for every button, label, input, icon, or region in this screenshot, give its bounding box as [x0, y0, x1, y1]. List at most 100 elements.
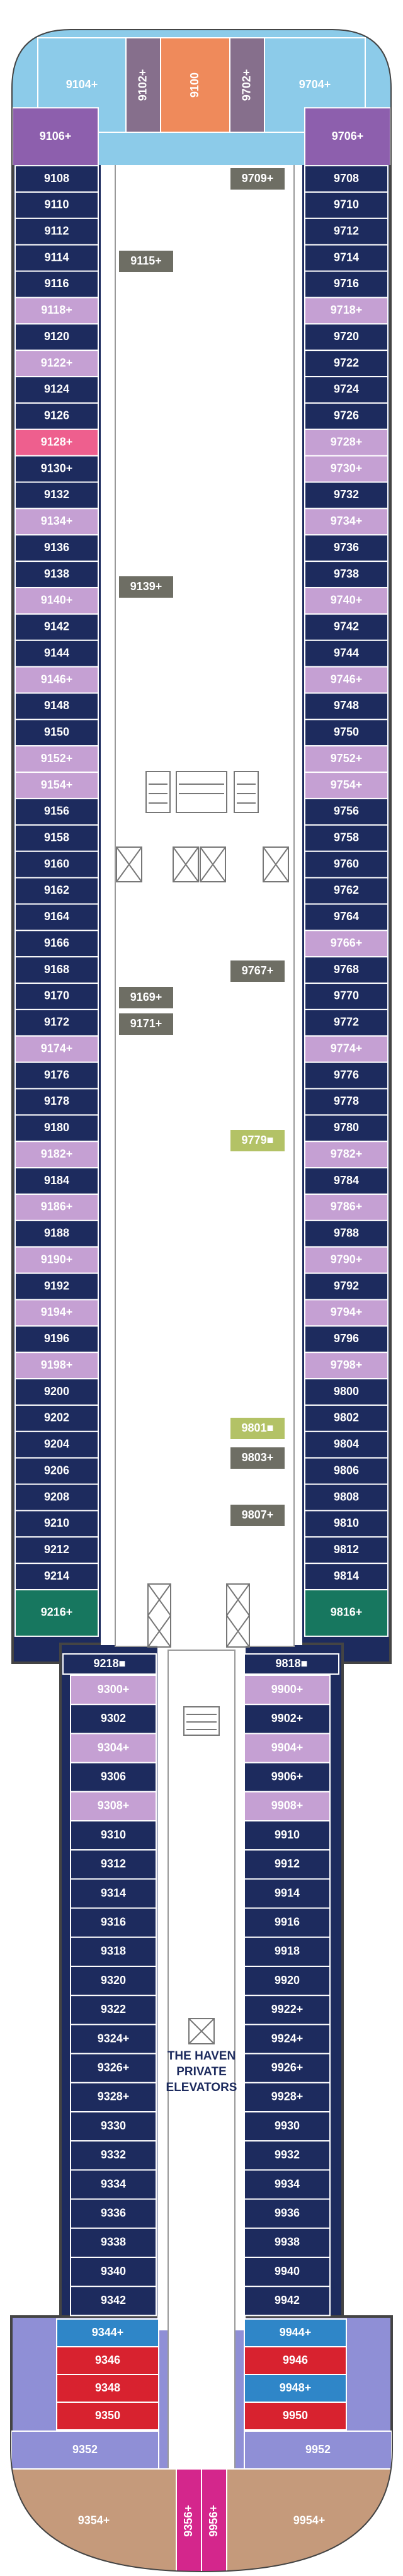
cabin	[118, 1012, 174, 1036]
cabin-label: 9724	[334, 383, 359, 396]
cabin	[14, 850, 99, 879]
cabin-label: 9916	[275, 1915, 300, 1928]
cabin-label: 9100	[188, 72, 201, 98]
cabin	[14, 1483, 99, 1512]
cabin-label: 9326+	[98, 2061, 130, 2073]
cabin-label: 9106+	[40, 130, 72, 142]
cabin-label: 9730+	[331, 462, 363, 474]
cabin-label: 9208	[44, 1490, 69, 1503]
bow-suites: 9104+ 9102+ 9100 9702+ 9704+ 9106+ 9706+	[13, 30, 390, 165]
cabin	[304, 107, 390, 165]
cabin	[304, 1589, 389, 1637]
cabin	[14, 586, 99, 615]
cabin-label: 9108	[44, 172, 69, 185]
cabin	[229, 167, 286, 191]
cabin	[304, 1352, 389, 1380]
cabin-label: 9952	[305, 2443, 331, 2456]
haven-line: ELEVATORS	[166, 2081, 237, 2094]
cabin-label: 9818■	[276, 1657, 308, 1670]
cabin	[70, 2257, 157, 2288]
cabin-label: 9118+	[41, 304, 72, 316]
cabin-label: 9320	[101, 1974, 126, 1986]
cabin	[304, 930, 389, 958]
cabin-label: 9304+	[98, 1741, 130, 1753]
cabin	[304, 666, 389, 694]
cabin-label: 9712	[334, 224, 359, 237]
cabin-label: 9302	[101, 1712, 126, 1724]
cabin	[304, 1061, 389, 1090]
cabin-label: 9906+	[271, 1770, 304, 1782]
cabin	[70, 1966, 157, 1997]
cabin	[304, 1141, 389, 1169]
cabin	[229, 959, 286, 983]
cabin	[304, 534, 389, 562]
cabin-label: 9932	[275, 2148, 300, 2161]
cabin-label: 9936	[275, 2206, 300, 2219]
cabin-label: 9908+	[271, 1799, 304, 1812]
cabin	[14, 1167, 99, 1195]
cabin-label: 9802	[334, 1411, 359, 1424]
cabin	[14, 191, 99, 219]
cabin	[14, 428, 99, 457]
cabin-label: 9134+	[41, 515, 73, 527]
cabin-label: 9800	[334, 1385, 359, 1398]
cabin-label: 9186+	[41, 1200, 73, 1213]
cabin-label: 9198+	[41, 1359, 73, 1371]
cabin	[56, 2346, 159, 2375]
cabin	[14, 270, 99, 299]
cabin-label: 9770	[334, 989, 359, 1002]
cabin-label: 9922+	[271, 2003, 304, 2015]
cabin-label: 9148	[44, 699, 69, 712]
cabin	[70, 2082, 157, 2113]
cabin-label: 9130+	[41, 462, 73, 474]
cabin-label: 9194+	[41, 1306, 73, 1318]
cabin-label: 9904+	[271, 1741, 304, 1753]
cabin	[244, 2053, 331, 2083]
cabin-label: 9764	[334, 910, 359, 923]
cabin-label: 9742	[334, 620, 359, 633]
cabin-label: 9914	[275, 1886, 300, 1899]
cabin	[14, 772, 99, 799]
cabin	[304, 323, 389, 351]
cabin	[14, 666, 99, 694]
cabin-label: 9709+	[242, 172, 274, 185]
cabin	[70, 2053, 157, 2083]
cabin-label: 9316	[101, 1915, 126, 1928]
cabin-label: 9200	[44, 1385, 69, 1398]
cabin-label: 9169+	[130, 991, 162, 1003]
cabin-label: 9790+	[331, 1253, 363, 1265]
cabin-label: 9216+	[41, 1606, 73, 1619]
cabin-label: 9938	[275, 2236, 300, 2248]
cabin	[14, 534, 99, 562]
cabin-label: 9772	[334, 1016, 359, 1029]
cabin	[304, 270, 389, 299]
cabin-label: 9132	[44, 488, 69, 501]
cabin	[70, 2024, 157, 2055]
cabin-label: 9784	[334, 1174, 359, 1187]
cabin	[14, 508, 99, 536]
cabin	[14, 1219, 99, 1248]
cabin	[125, 37, 161, 133]
cabin-label: 9110	[44, 198, 69, 211]
cabin	[14, 561, 99, 588]
cabin-label: 9166	[44, 937, 69, 949]
cabin	[14, 797, 99, 826]
cabin-label: 9808	[334, 1490, 359, 1503]
cabin-label: 9128+	[41, 435, 73, 448]
cabin	[14, 1536, 99, 1564]
cabin	[244, 1966, 331, 1997]
cabin-label: 9946	[283, 2354, 308, 2366]
cabin	[14, 1510, 99, 1538]
cabin-label: 9346	[95, 2354, 120, 2366]
cabin-label: 9726	[334, 409, 359, 422]
cabin	[14, 1141, 99, 1169]
cabin	[70, 1820, 157, 1851]
cabin-label: 9910	[275, 1828, 300, 1841]
cabin-label: 9350	[95, 2409, 120, 2422]
cabin-label: 9122+	[41, 356, 73, 369]
cabin-label: 9930	[275, 2119, 300, 2132]
cabin-label: 9734+	[331, 515, 363, 527]
cabin-label: 9732	[334, 488, 359, 501]
cabin	[70, 1762, 157, 1792]
cabin-label: 9218■	[94, 1657, 126, 1670]
